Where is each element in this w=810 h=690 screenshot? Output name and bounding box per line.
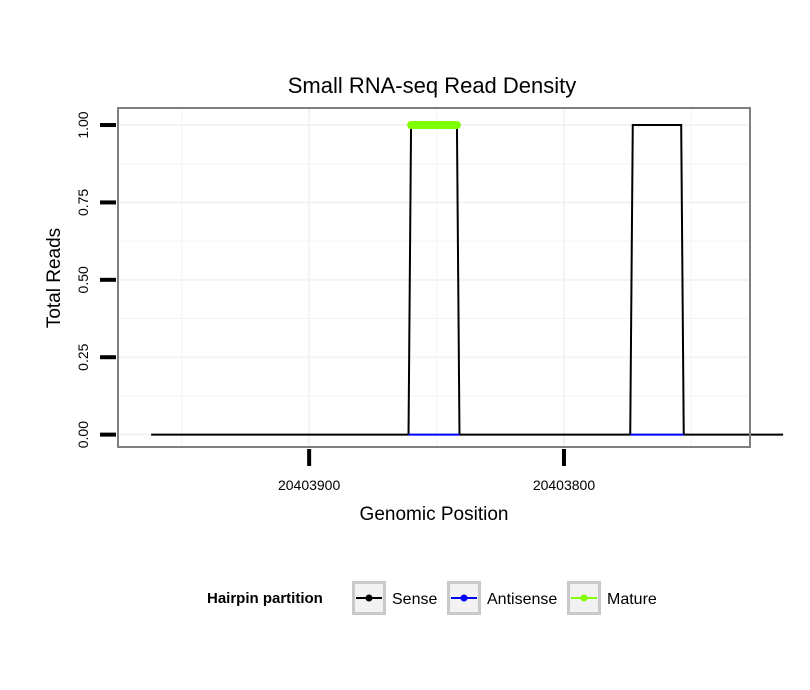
y-tick-label: 0.00	[75, 421, 91, 448]
gridlines	[118, 108, 750, 447]
legend-label-mature: Mature	[607, 591, 657, 608]
y-tick-label: 0.25	[75, 343, 91, 370]
x-axis-title: Genomic Position	[360, 504, 509, 525]
plot-panel-border	[117, 107, 751, 448]
y-tick-label: 1.00	[75, 111, 91, 138]
axes: 0.00 0.25 0.50 0.75 1.00 20403900 20403800	[75, 111, 595, 493]
series-layer	[151, 121, 784, 436]
x-tick-label: 20403900	[278, 477, 341, 493]
chart-title: Small RNA-seq Read Density	[288, 73, 577, 98]
legend: Hairpin partition Sense Antisense Mature	[207, 581, 657, 615]
legend-key-point	[580, 594, 588, 602]
y-tick-label: 0.50	[75, 266, 91, 293]
legend-title: Hairpin partition	[207, 590, 323, 607]
legend-key-point	[460, 594, 468, 602]
y-tick-label: 0.75	[75, 189, 91, 216]
legend-key-point	[365, 594, 373, 602]
legend-label-sense: Sense	[392, 591, 437, 608]
series-sense-line	[151, 124, 784, 436]
x-tick-label: 20403800	[533, 477, 596, 493]
y-axis-title: Total Reads	[44, 228, 65, 328]
legend-label-antisense: Antisense	[487, 591, 557, 608]
